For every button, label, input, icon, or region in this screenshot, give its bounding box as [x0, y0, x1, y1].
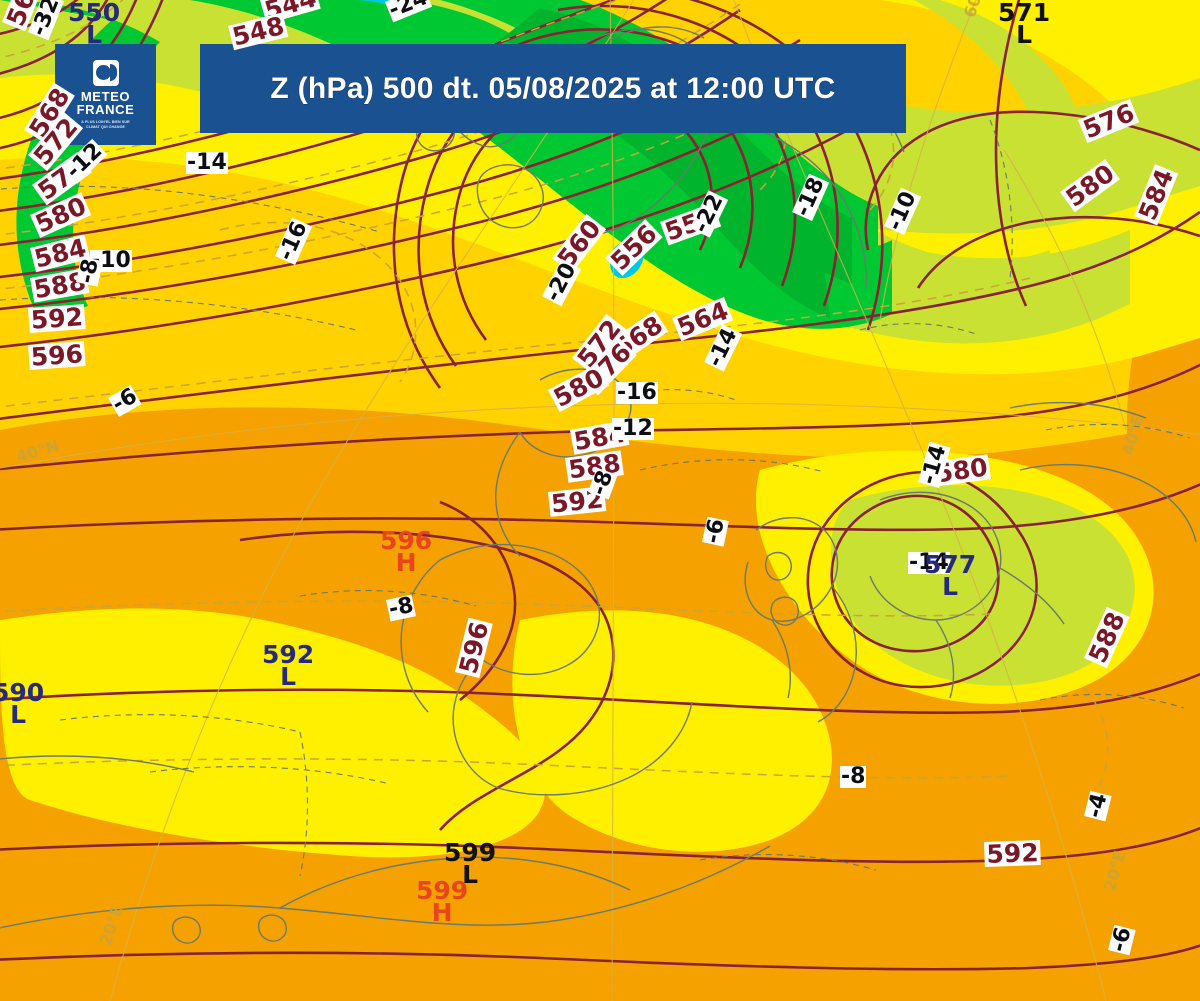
centre-type: L [462, 860, 479, 889]
low-pressure-centre: 590 L [0, 680, 44, 727]
low-pressure-centre: 592 L [262, 642, 314, 689]
centre-value: 599 [444, 838, 497, 867]
centre-value: 596 [380, 526, 433, 555]
temperature-label: -8 [386, 592, 417, 623]
centre-value: 592 [262, 640, 315, 669]
logo-name-line2: FRANCE [76, 101, 135, 117]
fill-band-green [190, 0, 892, 329]
centre-type: H [395, 548, 417, 577]
low-pressure-centre: 550 L [68, 0, 120, 47]
centre-value: 550 [68, 0, 121, 27]
high-pressure-centre: 596 H [380, 528, 432, 575]
centre-value: 577 [924, 550, 977, 579]
fill-band-yellow [0, 608, 546, 858]
temperature-label: -14 [186, 150, 228, 175]
temperature-label: -8 [840, 764, 867, 789]
logo-tagline: A PLUS LOIN'EL BIEN SUR CLIMAT QUI CHANG… [81, 120, 129, 129]
fill-band-yellowgreen-med [830, 485, 1135, 686]
isoline-label: 592 [984, 838, 1042, 869]
fill-band-yellowgreen-nerim [914, 0, 1088, 226]
centre-type: L [942, 572, 959, 601]
low-pressure-centre: 571 L [998, 0, 1050, 47]
low-pressure-centre: 599 L [444, 840, 496, 887]
isoline-label: 592 [28, 302, 86, 335]
high-pressure-centre: 599 H [416, 878, 468, 925]
fill-band-yellow-ne [880, 0, 1200, 268]
centre-type: L [10, 700, 27, 729]
centre-type: L [1016, 20, 1033, 49]
centre-type: L [86, 20, 103, 49]
centre-value: 571 [998, 0, 1051, 27]
temperature-label: -6 [700, 516, 730, 547]
meteo-france-logo-icon [92, 59, 119, 86]
temperature-label: -12 [612, 416, 654, 441]
logo-name-line1: METEO [80, 88, 131, 104]
meteo-france-logo: METEO FRANCE A PLUS LOIN'EL BIEN SUR CLI… [55, 44, 156, 145]
isoline-label: 596 [28, 339, 86, 372]
fill-band-yellow-med [512, 610, 832, 852]
low-pressure-centre: 577 L [924, 552, 976, 599]
page-title: Z (hPa) 500 dt. 05/08/2025 at 12:00 UTC [270, 71, 836, 105]
centre-type: L [280, 662, 297, 691]
centre-type: H [431, 898, 453, 927]
temperature-label: -8 [74, 256, 104, 287]
chart-title-banner: Z (hPa) 500 dt. 05/08/2025 at 12:00 UTC [200, 44, 906, 133]
centre-value: 590 [0, 678, 45, 707]
temperature-label: -16 [616, 380, 658, 405]
temperature-label: -14 [908, 550, 950, 575]
centre-value: 599 [416, 876, 469, 905]
logo-tagline-line2: CLIMAT QUI CHANGE [86, 124, 125, 129]
logo-tagline-line1: A PLUS LOIN'EL BIEN SUR [81, 119, 130, 124]
